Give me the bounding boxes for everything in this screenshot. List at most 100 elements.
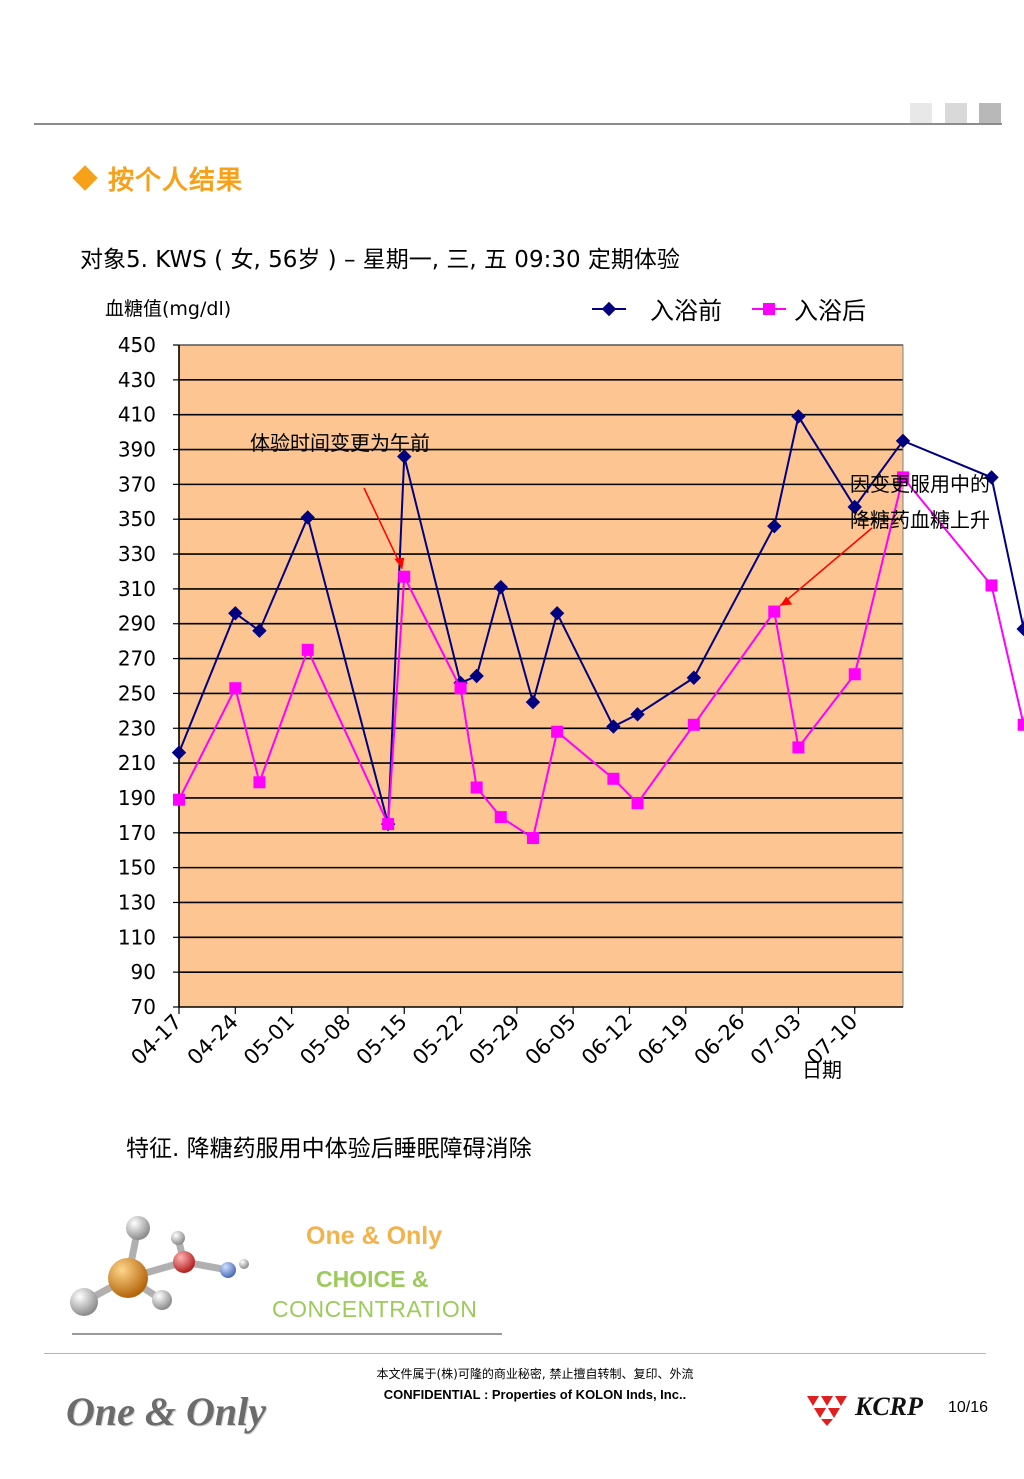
y-tick-label-430: 430 bbox=[118, 368, 156, 392]
section-heading-text: 按个人结果 bbox=[108, 166, 244, 196]
series-0-point-11 bbox=[606, 719, 621, 734]
annotation-2-text-1: 降糖药血糖上升 bbox=[850, 508, 990, 532]
series-1-point-4 bbox=[382, 818, 395, 831]
series-0-point-2 bbox=[252, 623, 267, 638]
series-1-point-1 bbox=[229, 682, 242, 695]
series-1-point-3 bbox=[301, 643, 314, 656]
annotation-2-text-0: 因变更服用中的 bbox=[850, 472, 990, 496]
x-tick-label-05-29: 05-29 bbox=[464, 1010, 524, 1070]
annotation-1-text: 体验时间变更为午前 bbox=[250, 431, 430, 455]
annotation-1-arrow-line bbox=[363, 487, 403, 570]
logo-divider bbox=[72, 1333, 502, 1335]
legend-label-0: 入浴前 bbox=[650, 297, 722, 325]
series-1-point-18 bbox=[985, 579, 998, 592]
series-1-point-11 bbox=[607, 772, 620, 785]
y-tick-label-370: 370 bbox=[118, 472, 156, 496]
series-1-point-0 bbox=[173, 793, 185, 806]
x-tick-label-06-19: 06-19 bbox=[633, 1010, 693, 1070]
annotation-2-arrow-head bbox=[780, 596, 793, 606]
blood-glucose-chart: 450 430 410 390 370 350 330 310 290 270 250 230 210 1… bbox=[118, 297, 1024, 1082]
corner-square-3 bbox=[979, 103, 1001, 123]
logo-slogan-line3: CONCENTRATION bbox=[272, 1296, 478, 1322]
legend-marker-1 bbox=[763, 303, 775, 315]
annotation-1-arrow-head bbox=[394, 557, 405, 569]
legend-label-1: 入浴后 bbox=[794, 297, 866, 325]
series-1-point-13 bbox=[687, 718, 700, 731]
annotation-2-arrow-line bbox=[779, 527, 873, 607]
y-tick-label-210: 210 bbox=[118, 751, 156, 775]
series-1-point-17 bbox=[897, 471, 909, 484]
series-0-point-1 bbox=[228, 606, 243, 621]
series-line-0 bbox=[178, 413, 1024, 825]
y-tick-label-170: 170 bbox=[118, 821, 156, 845]
series-0-point-5 bbox=[397, 449, 412, 464]
series-0-point-19 bbox=[1016, 621, 1024, 637]
chart-footnote: 特征. 降糖药服用中体验后睡眠障碍消除 bbox=[126, 1136, 532, 1162]
series-0-point-13 bbox=[686, 670, 702, 685]
logo-slogan-line2: CHOICE & bbox=[316, 1266, 429, 1292]
x-tick-label-07-03: 07-03 bbox=[746, 1010, 806, 1070]
page-number: 10/16 bbox=[948, 1399, 989, 1416]
series-1-point-8 bbox=[494, 811, 507, 824]
y-tick-label-130: 130 bbox=[118, 890, 156, 914]
series-1-point-6 bbox=[454, 682, 467, 695]
y-tick-label-390: 390 bbox=[118, 438, 156, 462]
series-0-point-7 bbox=[469, 668, 484, 684]
footer-brand: One & Only bbox=[66, 1389, 266, 1434]
series-1-point-19 bbox=[1017, 718, 1024, 731]
y-tick-label-70: 70 bbox=[131, 995, 156, 1019]
series-0-point-9 bbox=[525, 694, 541, 710]
y-tick-label-230: 230 bbox=[118, 716, 156, 740]
series-0-point-14 bbox=[767, 518, 782, 534]
y-tick-label-330: 330 bbox=[118, 542, 156, 566]
y-tick-label-110: 110 bbox=[118, 925, 156, 949]
series-line-1 bbox=[178, 475, 1024, 840]
y-axis-title: 血糖值(mg/dl) bbox=[105, 298, 232, 320]
corner-square-2 bbox=[945, 103, 967, 123]
series-0-point-3 bbox=[300, 510, 315, 525]
series-1-point-5 bbox=[398, 570, 411, 583]
x-tick-label-05-01: 05-01 bbox=[239, 1010, 299, 1070]
footer-notice: 本文件属于(株)可隆的商业秘密, 禁止擅自转制、复印、外流 bbox=[376, 1367, 694, 1381]
x-tick-label-06-05: 06-05 bbox=[521, 1010, 581, 1070]
x-tick-label-04-24: 04-24 bbox=[183, 1010, 243, 1070]
section-heading: 按个人结果 bbox=[72, 160, 244, 197]
footer-confidential: CONFIDENTIAL : Properties of KOLON Inds,… bbox=[383, 1387, 687, 1402]
series-0-point-0 bbox=[171, 745, 187, 760]
logo-slogan-line1: One & Only bbox=[306, 1222, 443, 1250]
y-tick-label-270: 270 bbox=[118, 647, 156, 671]
subject-title: 对象5. KWS ( 女, 56岁 ) – 星期一, 三, 五 09:30 定期… bbox=[80, 247, 680, 273]
x-tick-label-06-12: 06-12 bbox=[577, 1010, 637, 1070]
series-0-point-18 bbox=[984, 470, 999, 485]
series-1-point-7 bbox=[470, 781, 483, 794]
y-tick-label-450: 450 bbox=[118, 333, 156, 357]
series-1-point-14 bbox=[768, 605, 781, 618]
x-tick-label-05-22: 05-22 bbox=[408, 1010, 468, 1070]
y-tick-label-150: 150 bbox=[118, 856, 156, 880]
y-tick-label-350: 350 bbox=[118, 507, 156, 531]
y-tick-label-190: 190 bbox=[118, 786, 156, 810]
y-tick-label-410: 410 bbox=[118, 403, 156, 427]
series-1-point-10 bbox=[551, 725, 564, 738]
x-tick-label-05-08: 05-08 bbox=[295, 1010, 355, 1070]
series-1-point-2 bbox=[253, 776, 266, 789]
molecule-logo-icon bbox=[70, 1216, 249, 1316]
y-tick-label-250: 250 bbox=[118, 681, 156, 705]
series-0-point-8 bbox=[493, 579, 508, 595]
series-1-point-15 bbox=[792, 741, 805, 754]
y-tick-label-310: 310 bbox=[118, 577, 156, 601]
series-0-point-10 bbox=[549, 606, 565, 621]
series-1-point-9 bbox=[526, 832, 539, 845]
x-axis-title: 日期 bbox=[802, 1058, 842, 1082]
legend-marker-0 bbox=[601, 301, 617, 317]
kcrp-logo-icon bbox=[807, 1396, 847, 1426]
y-tick-label-90: 90 bbox=[131, 960, 156, 984]
series-1-point-12 bbox=[631, 797, 644, 810]
kcrp-wordmark: KCRP bbox=[855, 1392, 923, 1421]
series-0-point-15 bbox=[791, 409, 806, 424]
corner-square-1 bbox=[910, 103, 932, 123]
series-0-point-17 bbox=[895, 433, 911, 449]
series-0-point-16 bbox=[847, 499, 862, 515]
series-1-point-16 bbox=[848, 668, 861, 681]
y-tick-label-290: 290 bbox=[118, 612, 156, 636]
